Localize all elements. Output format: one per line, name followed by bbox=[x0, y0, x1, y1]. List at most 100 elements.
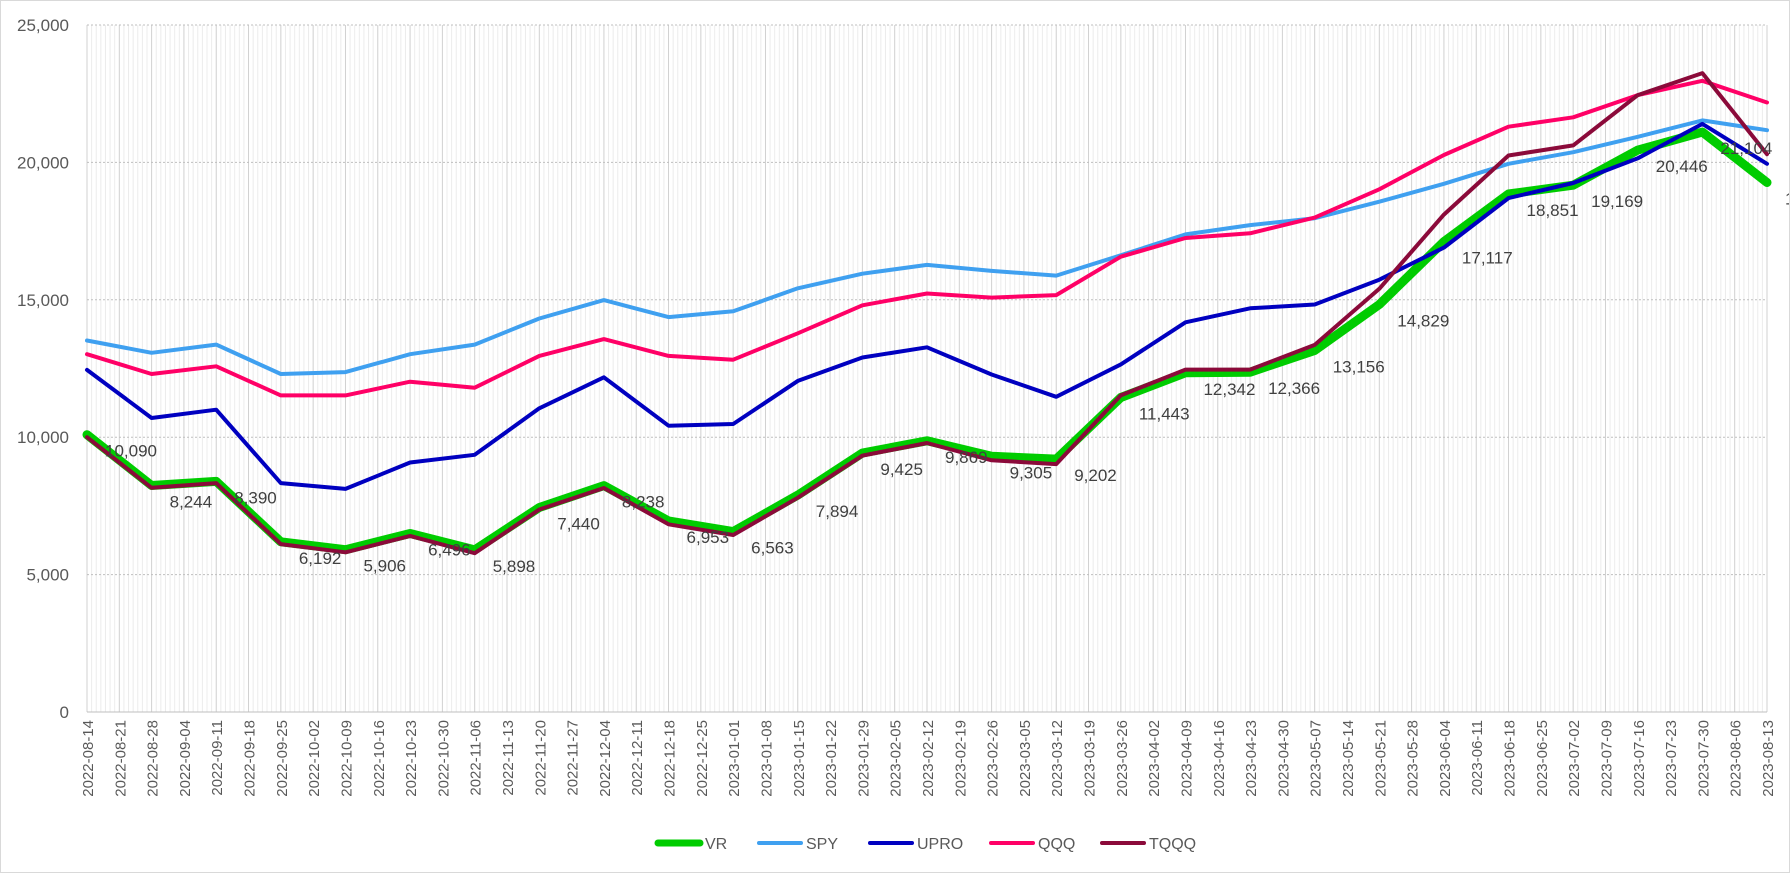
series-line-tqqq bbox=[85, 71, 1769, 556]
data-label-vr: 8,238 bbox=[622, 493, 665, 512]
data-label-vr: 12,366 bbox=[1268, 379, 1320, 398]
x-tick-label: 2023-06-18 bbox=[1502, 720, 1519, 797]
x-tick-label: 2022-11-13 bbox=[500, 720, 517, 796]
x-tick-label: 2022-09-25 bbox=[274, 720, 291, 797]
data-label-vr: 19,270 bbox=[1785, 189, 1789, 208]
axes: 0 5,000 10,000 15,000 20,000 25,000 2022-08-14… bbox=[17, 16, 1777, 797]
data-label-vr: 21,104 bbox=[1720, 139, 1772, 158]
data-label-vr: 20,446 bbox=[1656, 157, 1708, 176]
x-tick-label: 2022-11-06 bbox=[468, 720, 485, 796]
data-label-vr: 7,894 bbox=[816, 502, 859, 521]
x-tick-label: 2023-03-19 bbox=[1082, 720, 1099, 797]
x-tick-label: 2023-05-14 bbox=[1340, 720, 1357, 797]
x-tick-label: 2022-12-25 bbox=[694, 720, 711, 797]
data-label-vr: 6,496 bbox=[428, 540, 471, 559]
data-label-vr: 19,169 bbox=[1591, 192, 1643, 211]
x-tick-label: 2023-07-02 bbox=[1566, 720, 1583, 797]
x-tick-label: 2023-05-28 bbox=[1405, 720, 1422, 797]
x-tick-label: 2023-01-01 bbox=[726, 720, 743, 797]
y-tick-label: 25,000 bbox=[17, 16, 69, 35]
x-tick-label: 2022-12-04 bbox=[597, 720, 614, 797]
data-label-vr: 8,244 bbox=[170, 492, 213, 511]
grid bbox=[86, 24, 1768, 712]
data-label-vr: 13,156 bbox=[1333, 357, 1385, 376]
x-tick-label: 2023-06-25 bbox=[1534, 720, 1551, 797]
x-tick-label: 2023-03-05 bbox=[1017, 720, 1034, 797]
data-label-vr: 9,202 bbox=[1074, 466, 1117, 485]
x-tick-label: 2022-12-11 bbox=[629, 720, 646, 796]
data-label-vr: 6,563 bbox=[751, 539, 794, 558]
x-tick-label: 2023-07-30 bbox=[1695, 720, 1712, 797]
x-tick-label: 2022-09-11 bbox=[209, 720, 226, 796]
data-label-vr: 6,192 bbox=[299, 549, 342, 568]
data-label-vr: 6,953 bbox=[687, 528, 730, 547]
x-tick-label: 2023-01-22 bbox=[823, 720, 840, 797]
x-tick-label: 2023-08-13 bbox=[1760, 720, 1777, 797]
data-label-vr: 11,443 bbox=[1139, 405, 1190, 424]
x-tick-label: 2023-03-26 bbox=[1114, 720, 1131, 797]
data-label-vr: 5,898 bbox=[493, 557, 536, 576]
x-tick-label: 2023-02-19 bbox=[952, 720, 969, 797]
x-tick-label: 2023-05-21 bbox=[1372, 720, 1389, 797]
data-label-vr: 12,342 bbox=[1203, 380, 1255, 399]
y-tick-label: 5,000 bbox=[26, 566, 69, 585]
series-line-qqq bbox=[85, 78, 1769, 398]
y-tick-label: 15,000 bbox=[17, 291, 69, 310]
x-tick-label: 2022-10-30 bbox=[435, 720, 452, 797]
x-tick-label: 2023-01-29 bbox=[855, 720, 872, 797]
x-tick-label: 2023-03-12 bbox=[1049, 720, 1066, 797]
data-label-vr: 7,440 bbox=[557, 515, 600, 534]
x-tick-label: 2023-06-04 bbox=[1437, 720, 1454, 797]
x-tick-label: 2022-08-14 bbox=[80, 720, 97, 797]
x-tick-label: 2023-08-06 bbox=[1728, 720, 1745, 797]
x-tick-label: 2022-08-21 bbox=[112, 720, 129, 797]
data-label-vr: 8,390 bbox=[234, 488, 277, 507]
series-line-upro bbox=[85, 121, 1769, 491]
data-label-vr: 9,869 bbox=[945, 448, 988, 467]
x-tick-label: 2022-10-02 bbox=[306, 720, 323, 797]
x-tick-label: 2023-07-16 bbox=[1631, 720, 1648, 797]
y-tick-label: 10,000 bbox=[17, 428, 69, 447]
x-tick-label: 2022-10-16 bbox=[371, 720, 388, 797]
series-lines bbox=[82, 71, 1772, 556]
x-tick-label: 2022-09-18 bbox=[242, 720, 259, 797]
legend-label-spy: SPY bbox=[806, 836, 838, 853]
data-label-vr: 14,829 bbox=[1397, 311, 1449, 330]
data-label-vr: 9,305 bbox=[1010, 463, 1053, 482]
x-tick-label: 2023-05-07 bbox=[1308, 720, 1325, 797]
x-tick-label: 2022-09-04 bbox=[177, 720, 194, 797]
x-tick-label: 2022-08-28 bbox=[145, 720, 162, 797]
series-line-spy bbox=[85, 118, 1769, 376]
data-label-vr: 9,425 bbox=[880, 460, 923, 479]
x-tick-label: 2022-10-09 bbox=[338, 720, 355, 797]
x-tick-label: 2023-04-16 bbox=[1211, 720, 1228, 797]
x-tick-label: 2023-07-23 bbox=[1663, 720, 1680, 797]
x-tick-label: 2023-04-23 bbox=[1243, 720, 1260, 797]
x-tick-label: 2023-04-30 bbox=[1275, 720, 1292, 797]
data-label-vr: 10,090 bbox=[105, 442, 157, 461]
data-label-vr: 18,851 bbox=[1527, 201, 1579, 220]
data-label-vr: 5,906 bbox=[363, 557, 406, 576]
legend-label-vr: VR bbox=[705, 836, 727, 853]
legend-label-tqqq: TQQQ bbox=[1149, 836, 1196, 853]
x-tick-label: 2022-11-20 bbox=[532, 720, 549, 796]
series-line-vr bbox=[82, 127, 1772, 555]
x-tick-label: 2023-02-12 bbox=[920, 720, 937, 797]
x-tick-label: 2023-07-09 bbox=[1598, 720, 1615, 797]
x-tick-label: 2023-02-05 bbox=[888, 720, 905, 797]
y-tick-label: 0 bbox=[60, 703, 69, 722]
x-tick-label: 2023-01-15 bbox=[791, 720, 808, 797]
legend-label-upro: UPRO bbox=[917, 836, 963, 853]
legend: VR SPY UPRO QQQ TQQQ bbox=[654, 836, 1196, 853]
x-tick-label: 2023-04-09 bbox=[1178, 720, 1195, 797]
x-tick-label: 2022-10-23 bbox=[403, 720, 420, 797]
x-tick-label: 2022-11-27 bbox=[565, 720, 582, 796]
data-label-vr: 17,117 bbox=[1462, 249, 1513, 268]
legend-label-qqq: QQQ bbox=[1038, 836, 1075, 853]
x-tick-label: 2023-04-02 bbox=[1146, 720, 1163, 797]
x-tick-label: 2023-01-08 bbox=[758, 720, 775, 797]
x-tick-label: 2023-02-26 bbox=[985, 720, 1002, 797]
x-tick-label: 2023-06-11 bbox=[1469, 720, 1486, 796]
